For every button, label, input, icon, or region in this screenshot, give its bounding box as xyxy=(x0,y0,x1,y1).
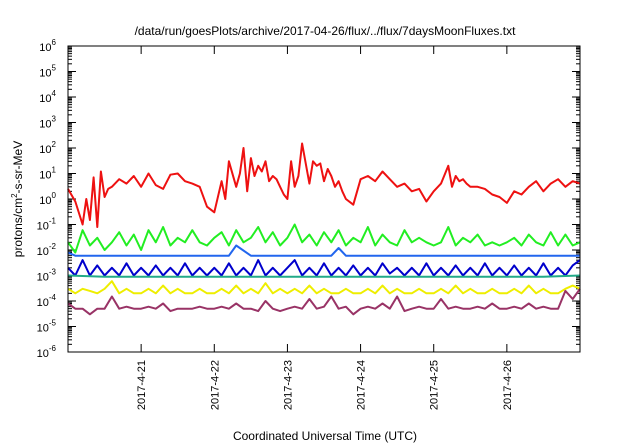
y-tick-label: 10-3 xyxy=(37,268,57,284)
y-tick-label: 10-1 xyxy=(37,217,57,233)
y-tick-label: 105 xyxy=(39,64,56,80)
y-tick-label: 10-5 xyxy=(37,319,57,335)
series-line-4 xyxy=(67,259,581,277)
y-tick-exponent: 3 xyxy=(52,115,57,124)
y-tick-exponent: 0 xyxy=(52,191,57,200)
y-tick-base: 10 xyxy=(39,170,51,182)
y-axis-ticks: 10-610-510-410-310-210-11001011021031041… xyxy=(37,38,580,360)
y-axis-label-sup: 2 xyxy=(10,193,19,198)
y-tick-exponent: -4 xyxy=(49,293,57,302)
x-axis-label: Coordinated Universal Time (UTC) xyxy=(233,429,417,443)
x-tick-label: 2017-4-24 xyxy=(356,360,368,410)
series-line-5 xyxy=(67,274,581,278)
y-tick-base: 10 xyxy=(39,144,51,156)
x-tick-label: 2017-4-22 xyxy=(209,360,221,410)
y-tick-label: 101 xyxy=(39,166,56,182)
y-tick-base: 10 xyxy=(37,246,49,258)
y-tick-base: 10 xyxy=(39,119,51,131)
series-line-2 xyxy=(67,223,581,254)
x-tick-label: 2017-4-23 xyxy=(282,360,294,410)
y-tick-label: 10-4 xyxy=(37,293,57,309)
y-tick-label: 104 xyxy=(39,89,56,105)
series-line-6 xyxy=(67,280,581,295)
series-line-3 xyxy=(67,244,580,257)
x-tick-label: 2017-4-26 xyxy=(502,360,514,410)
y-tick-exponent: -2 xyxy=(49,242,57,251)
plot-frame xyxy=(67,45,581,353)
y-tick-base: 10 xyxy=(37,348,49,360)
y-tick-exponent: 2 xyxy=(52,140,57,149)
y-axis-label: protons/cm2-s-sr-MeV xyxy=(10,141,25,257)
y-tick-label: 106 xyxy=(39,38,56,54)
y-tick-exponent: 4 xyxy=(52,89,57,98)
y-axis-label-pre: protons/cm xyxy=(11,198,25,257)
y-tick-base: 10 xyxy=(39,68,51,80)
y-tick-base: 10 xyxy=(39,93,51,105)
y-tick-base: 10 xyxy=(39,42,51,54)
y-tick-label: 10-6 xyxy=(37,344,57,360)
y-tick-exponent: 1 xyxy=(52,166,57,175)
x-tick-label: 2017-4-21 xyxy=(136,360,148,410)
y-tick-base: 10 xyxy=(37,323,49,335)
y-tick-base: 10 xyxy=(39,195,51,207)
y-tick-label: 102 xyxy=(39,140,56,156)
series-line-1 xyxy=(67,142,581,228)
series-line-7 xyxy=(67,288,581,316)
y-tick-label: 10-2 xyxy=(37,242,57,258)
y-tick-exponent: -6 xyxy=(49,344,57,353)
y-tick-exponent: -5 xyxy=(49,319,57,328)
y-axis-label-post: -s-sr-MeV xyxy=(11,141,25,194)
y-tick-base: 10 xyxy=(37,221,49,233)
x-axis-ticks: 2017-4-21 2017-4-22 2017-4-23 2017-4-24 2017… xyxy=(136,46,514,410)
series-layer xyxy=(67,142,581,316)
y-tick-exponent: 6 xyxy=(52,38,57,47)
y-tick-exponent: -3 xyxy=(49,268,57,277)
y-tick-base: 10 xyxy=(37,272,49,284)
y-tick-base: 10 xyxy=(37,297,49,309)
chart-title: /data/run/goesPlots/archive/2017-04-26/f… xyxy=(135,24,517,38)
y-tick-exponent: 5 xyxy=(52,64,57,73)
y-tick-label: 103 xyxy=(39,115,56,131)
y-tick-exponent: -1 xyxy=(49,217,57,226)
x-tick-label: 2017-4-25 xyxy=(429,360,441,410)
y-tick-label: 100 xyxy=(39,191,56,207)
